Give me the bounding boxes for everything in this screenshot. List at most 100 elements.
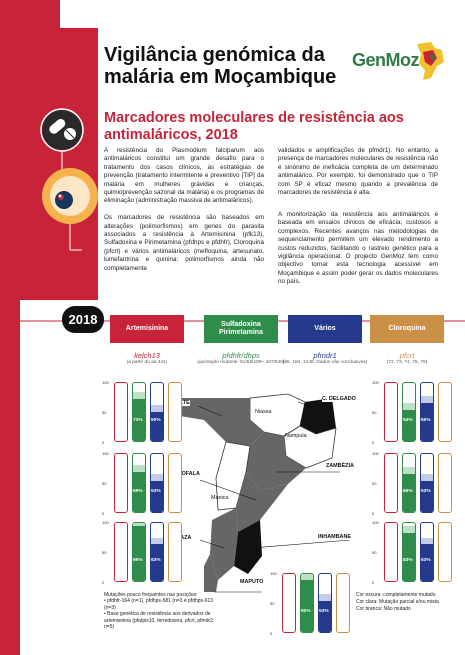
- bar-mutated-fill: [403, 532, 415, 581]
- axis-tick: 50: [102, 481, 107, 486]
- axis-tick: 50: [372, 550, 377, 555]
- bar-1: [384, 522, 398, 582]
- axis-tick: 50: [372, 410, 377, 415]
- bar-mutated-fill: [421, 481, 433, 512]
- bar-3: [420, 382, 434, 442]
- bar-value-label: 69%: [133, 489, 143, 494]
- bulletin-info: Boletim N°1 27 Julho 2021 Moçambique: [26, 46, 60, 69]
- label-tete: TETE: [176, 400, 190, 406]
- chart-tete: 100 50 0 73% 50%: [102, 380, 192, 446]
- bar-value-label: 83%: [403, 558, 413, 563]
- axis-tick: 100: [372, 451, 379, 456]
- drug-header-varios: Vários: [288, 315, 362, 343]
- bar-value-label: 95%: [133, 558, 143, 563]
- bar-3: [150, 453, 164, 513]
- axis-tick: 100: [372, 380, 379, 385]
- intro-paragraph-1: A resistência do Plasmodium falciparum a…: [104, 147, 264, 273]
- section-subtitle: Marcadores moleculares de resistência ao…: [104, 110, 404, 143]
- page-title: Vigilância genómica da malária em Moçamb…: [104, 44, 337, 88]
- label-cdelgado: C. DELGADO: [322, 396, 356, 402]
- gene-pfdhfr: pfdhfr/dhps: [222, 351, 260, 360]
- bar-value-label: 66%: [403, 489, 413, 494]
- bar-mutated-fill: [403, 409, 415, 441]
- axis-tick: 0: [372, 580, 375, 585]
- bar-3: [420, 453, 434, 513]
- gene-note-kelch13: (a partir do aa 441): [126, 360, 168, 365]
- label-nampula: Nampula: [285, 433, 307, 439]
- drug-header-cloroquina: Cloroquina: [370, 315, 444, 343]
- axis-tick: 0: [102, 440, 105, 445]
- bar-1: [384, 382, 398, 442]
- side-header-shape: [0, 0, 100, 300]
- chart-zambezia: 100 50 0 66% 53%: [372, 451, 462, 517]
- chart-cdelgado: 100 50 0 54% 65%: [372, 380, 462, 446]
- bulletin-number: Boletim N°1: [26, 46, 57, 52]
- para-2-text: Os marcadores de resistência são baseado…: [104, 214, 264, 272]
- gene-pfcrt: pfcrt: [399, 351, 415, 360]
- bar-4: [168, 522, 182, 582]
- label-manica: Manica: [211, 495, 229, 501]
- label-inhambane: INHAMBANE: [318, 534, 351, 540]
- axis-tick: 50: [270, 601, 275, 606]
- g-logo-icon: [24, 582, 72, 636]
- footnote-title: Mutações pouco frequentes nas posições:: [104, 592, 198, 598]
- bar-4: [438, 453, 452, 513]
- bar-1: [384, 453, 398, 513]
- color-legend: Cor escura: completamente mutado Cor cla…: [356, 592, 456, 613]
- para-1-text: A resistência do Plasmodium falciparum a…: [104, 147, 264, 205]
- gene-pfmdr1: pfmdr1: [313, 351, 337, 360]
- mozambique-map: [172, 393, 351, 593]
- legend-dark: Cor escura: completamente mutado: [356, 592, 436, 598]
- bar-mutated-fill: [133, 398, 145, 441]
- footnote-1: • pfdhfr-164 (n=1), pfdhps-581 (n=3 e pf…: [104, 598, 214, 611]
- bar-mutated-fill: [133, 471, 145, 512]
- drug-header-artemisinina: Artemisinina: [110, 315, 184, 343]
- bar-3: [420, 522, 434, 582]
- bar-4: [168, 453, 182, 513]
- legend-white: Cor branca: Não mutado: [356, 606, 411, 612]
- pills-parasite-illustration: [40, 108, 98, 251]
- axis-tick: 50: [102, 410, 107, 415]
- bar-value-label: 53%: [319, 609, 329, 614]
- bar-2: [132, 453, 146, 513]
- chart-gaza: 100 50 0 95% 63%: [102, 520, 192, 586]
- label-niassa: Niassa: [255, 409, 272, 415]
- footnotes: Mutações pouco frequentes nas posições: …: [104, 592, 224, 630]
- intro-paragraph-3: validados e amplificações de pfmdr1). No…: [278, 147, 438, 197]
- bar-value-label: 73%: [133, 418, 143, 423]
- axis-tick: 50: [102, 550, 107, 555]
- year-badge: 2018: [62, 306, 104, 333]
- intro-paragraph-4: A monitorização da resistência aos antim…: [278, 211, 438, 286]
- bar-mutated-fill: [151, 412, 163, 441]
- bar-mutated-fill: [301, 579, 313, 632]
- bar-mutated-fill: [151, 544, 163, 581]
- axis-tick: 0: [102, 511, 105, 516]
- bar-value-label: 53%: [151, 489, 161, 494]
- bar-2: [402, 382, 416, 442]
- axis-tick: 100: [102, 451, 109, 456]
- bar-mutated-fill: [421, 544, 433, 581]
- bar-mutated-fill: [421, 403, 433, 441]
- bar-mutated-fill: [133, 525, 145, 581]
- bar-1: [114, 382, 128, 442]
- bar-3: [150, 382, 164, 442]
- chart-inhambane: 100 50 0 83% 63%: [372, 520, 462, 586]
- bar-4: [438, 382, 452, 442]
- bar-mutated-fill: [151, 481, 163, 512]
- bar-3: [318, 573, 332, 633]
- bar-2: [300, 573, 314, 633]
- bar-value-label: 90%: [301, 609, 311, 614]
- gene-note-pfdhfr: (quíntuplo mutante: 51/59/108+ 437/540): [197, 360, 285, 365]
- bar-2: [402, 522, 416, 582]
- label-sofala: SOFALA: [178, 471, 200, 477]
- bulletin-country: Moçambique: [26, 61, 57, 67]
- genmoz-logo: [417, 42, 444, 80]
- label-gaza: GAZA: [176, 535, 192, 541]
- bar-value-label: 50%: [151, 418, 161, 423]
- footnote-2: • Base genética de resistência aos deriv…: [104, 611, 215, 631]
- bar-2: [132, 382, 146, 442]
- bar-3: [150, 522, 164, 582]
- bar-1: [282, 573, 296, 633]
- axis-tick: 0: [372, 511, 375, 516]
- gene-note-pfmdr1: (86, 184, 1246: Dados não conclusivos): [282, 360, 368, 365]
